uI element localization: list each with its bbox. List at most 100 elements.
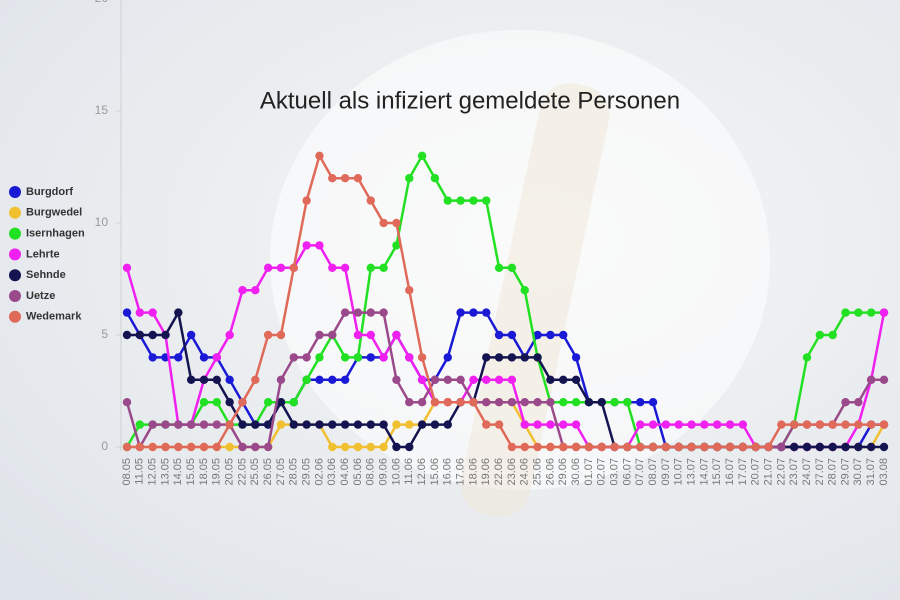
x-tick-label: 30.06	[570, 458, 582, 486]
data-point	[225, 375, 234, 384]
data-point	[161, 442, 170, 452]
x-tick-label: 25.05	[249, 458, 261, 486]
data-point	[443, 353, 452, 362]
data-point	[494, 398, 504, 407]
data-point	[482, 308, 491, 317]
data-point	[789, 420, 799, 429]
legend-marker	[9, 206, 21, 219]
data-point	[546, 330, 555, 340]
data-point	[802, 353, 812, 362]
x-tick-label: 08.07	[647, 458, 659, 486]
x-tick-label: 29.05	[301, 458, 313, 486]
x-tick-label: 20.05	[224, 458, 236, 486]
data-point	[392, 420, 401, 429]
data-point	[841, 442, 850, 452]
data-point	[559, 330, 568, 340]
data-point	[610, 442, 619, 452]
data-point	[456, 196, 465, 205]
data-point	[725, 420, 735, 429]
data-point	[777, 420, 786, 429]
data-point	[879, 308, 889, 317]
legend-label: Uetze	[26, 290, 55, 302]
data-point	[199, 375, 209, 384]
data-point	[866, 375, 876, 384]
data-point	[186, 442, 196, 452]
data-point	[648, 420, 658, 429]
x-tick-label: 08.06	[365, 458, 377, 486]
x-tick-label: 17.06	[454, 458, 466, 486]
data-point	[302, 353, 311, 362]
data-point	[315, 375, 324, 384]
data-point	[405, 174, 414, 183]
data-point	[866, 442, 876, 452]
data-point	[802, 420, 812, 429]
data-point	[417, 375, 427, 384]
x-tick-label: 15.07	[711, 458, 723, 486]
data-point	[559, 375, 568, 384]
data-point	[148, 442, 157, 452]
data-point	[263, 420, 273, 429]
data-point	[738, 420, 748, 429]
data-point	[674, 420, 683, 429]
data-point	[687, 420, 696, 429]
data-point	[417, 151, 427, 160]
data-point	[225, 398, 234, 407]
data-point	[879, 442, 889, 452]
data-point	[392, 241, 401, 250]
data-point	[366, 308, 375, 317]
data-point	[494, 420, 504, 429]
data-point	[405, 442, 414, 452]
data-point	[520, 286, 529, 295]
data-point	[866, 308, 876, 317]
data-point	[571, 420, 581, 429]
legend-marker	[9, 227, 21, 240]
data-point	[251, 286, 260, 295]
data-point	[405, 398, 414, 407]
data-point	[379, 308, 388, 317]
data-point	[263, 398, 273, 407]
data-point	[648, 442, 658, 452]
data-point	[443, 398, 452, 407]
data-point	[238, 442, 247, 452]
x-tick-label: 09.07	[660, 458, 672, 486]
data-point	[623, 398, 632, 407]
x-tick-label: 12.05	[147, 458, 159, 486]
data-point	[276, 398, 286, 407]
data-point	[559, 420, 568, 429]
x-tick-label: 12.06	[416, 458, 428, 486]
data-point	[328, 263, 337, 272]
data-point	[854, 442, 863, 452]
legend-label: Burgdorf	[26, 186, 73, 198]
x-tick-label: 02.07	[596, 458, 608, 486]
data-point	[456, 308, 465, 317]
data-point	[340, 308, 350, 317]
data-point	[315, 151, 324, 160]
data-point	[713, 442, 722, 452]
data-point	[135, 330, 145, 340]
data-point	[815, 330, 825, 340]
data-point	[443, 196, 452, 205]
x-tick-label: 15.05	[185, 458, 197, 486]
data-point	[405, 420, 414, 429]
data-point	[546, 442, 555, 452]
x-tick-label: 17.07	[737, 458, 749, 486]
data-point	[520, 353, 529, 362]
data-point	[366, 442, 375, 452]
data-point	[482, 398, 491, 407]
data-point	[122, 398, 132, 407]
data-point	[366, 420, 375, 429]
data-point	[482, 196, 491, 205]
data-point	[559, 398, 568, 407]
data-point	[482, 375, 491, 384]
y-tick-label: 20	[95, 0, 109, 5]
x-tick-label: 27.07	[814, 458, 826, 486]
x-tick-label: 13.07	[685, 458, 697, 486]
data-point	[738, 442, 748, 452]
data-point	[482, 353, 491, 362]
x-tick-label: 18.06	[467, 458, 479, 486]
data-point	[700, 420, 709, 429]
legend-marker	[9, 269, 21, 282]
x-tick-label: 14.07	[698, 458, 710, 486]
